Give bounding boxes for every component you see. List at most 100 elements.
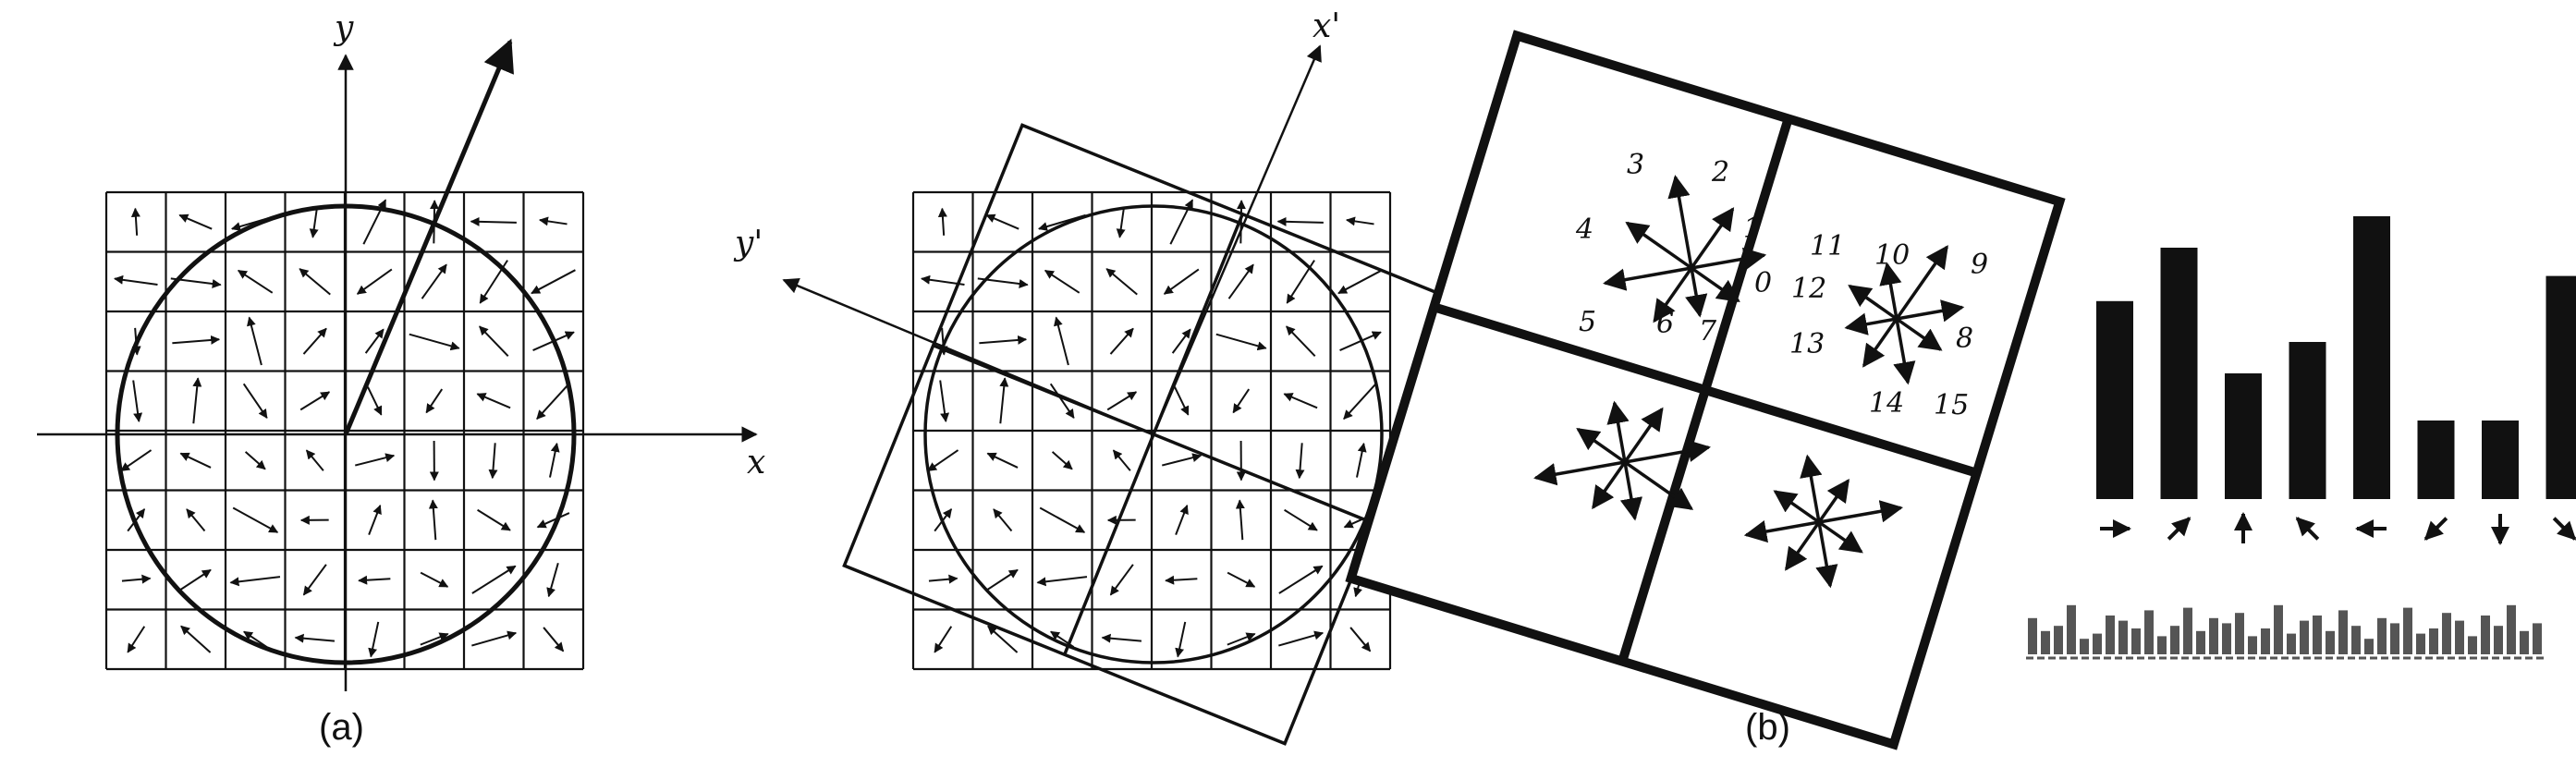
gradient-arrow — [1356, 442, 1367, 478]
gradient-arrow — [425, 388, 444, 414]
gradient-arrow — [302, 327, 327, 355]
gradient-arrow — [1235, 499, 1245, 541]
gradient-arrow — [1286, 325, 1316, 358]
strip-bar — [2533, 623, 2542, 654]
gradient-arrow — [356, 268, 393, 295]
strip-bar — [2313, 616, 2322, 654]
gradient-arrow — [536, 382, 571, 421]
bin-label-8: 8 — [1956, 323, 1973, 355]
gradient-arrow — [979, 335, 1028, 345]
gradient-arrow — [1044, 269, 1080, 294]
strip-bar — [2170, 626, 2179, 654]
strip-bar — [2326, 630, 2335, 654]
gradient-arrow — [477, 508, 511, 531]
gradient-arrow — [114, 274, 158, 286]
strip-bar — [2520, 630, 2529, 654]
gradient-arrow — [232, 506, 279, 533]
grid-right — [911, 190, 1392, 671]
histogram-bar — [2482, 421, 2519, 499]
gradient-arrow — [186, 508, 206, 532]
gradient-arrow — [1054, 316, 1069, 366]
orientation-star-cell-1 — [1603, 175, 1767, 323]
orientation-arrow — [1667, 175, 1693, 269]
axis-x-label: x — [747, 444, 765, 482]
orientation-arrow — [1576, 428, 1627, 464]
gradient-arrow — [302, 564, 327, 596]
orientation-arrow — [1815, 521, 1838, 589]
direction-arrow-icon — [2167, 517, 2191, 541]
rotated-axis-x-label: x' — [1312, 7, 1340, 45]
orientation-arrow — [1606, 400, 1630, 463]
orientation-arrow — [1690, 207, 1735, 270]
gradient-arrow — [1105, 268, 1138, 296]
orientation-star-cell-4 — [1743, 454, 1904, 589]
gradient-arrow — [1162, 453, 1203, 467]
strip-bar — [2481, 616, 2490, 654]
gradient-arrow — [179, 568, 212, 591]
direction-arrow-icon — [2423, 517, 2448, 541]
gradient-arrow — [1349, 627, 1372, 652]
gradient-arrow — [470, 216, 517, 226]
orientation-arrow — [1653, 266, 1693, 323]
gradient-arrow — [1284, 508, 1318, 531]
strip-bar — [2416, 633, 2425, 654]
strip-bar — [2507, 604, 2516, 654]
gradient-arrow — [1278, 630, 1325, 647]
strip-bar — [2196, 630, 2205, 654]
orientation-arrow — [1895, 317, 1943, 351]
orientation-arrow — [1619, 461, 1643, 521]
strip-bar — [2093, 633, 2102, 654]
gradient-arrow — [1112, 449, 1131, 471]
gradient-arrow — [355, 453, 396, 467]
orientation-arrow — [1691, 247, 1767, 271]
strip-bar — [2028, 617, 2037, 654]
gradient-arrow — [180, 625, 212, 653]
gradient-arrow — [237, 269, 274, 294]
orientation-arrow — [1624, 439, 1712, 464]
gradient-arrow — [367, 386, 383, 416]
gradient-arrow — [1345, 216, 1374, 226]
gradient-arrow — [928, 574, 958, 584]
strip-bar — [2067, 604, 2076, 654]
gradient-arrow — [1295, 443, 1305, 480]
gradient-arrow — [1175, 504, 1189, 535]
gradient-arrow — [546, 562, 559, 598]
gradient-arrow — [229, 576, 281, 587]
histogram-direction-icons — [2100, 512, 2576, 545]
bin-labels-cell-1: 0 1 2 3 4 5 6 7 — [1575, 149, 1772, 347]
strip-bar — [2157, 636, 2167, 654]
orientation-arrow — [1743, 519, 1820, 543]
histogram-bar — [2353, 216, 2390, 499]
direction-arrow-icon — [2552, 517, 2576, 541]
bin-label-1: 1 — [1743, 213, 1761, 245]
orientation-arrow — [1603, 266, 1692, 291]
gradient-arrow — [531, 269, 576, 295]
gradient-arrow — [1283, 393, 1318, 409]
bin-label-0: 0 — [1754, 267, 1772, 299]
gradient-arrow — [172, 335, 221, 345]
gradient-arrow — [358, 575, 391, 585]
strip-bar — [2287, 633, 2296, 654]
gradient-arrow — [1171, 328, 1191, 354]
gradient-arrow — [993, 508, 1013, 532]
gradient-arrow — [1109, 564, 1134, 596]
gradient-arrow — [985, 213, 1019, 230]
gradient-arrow — [309, 206, 319, 238]
strip-bar — [2351, 626, 2361, 654]
gradient-arrow — [299, 268, 331, 296]
gradient-arrow — [179, 452, 212, 469]
histogram-bar — [2545, 275, 2576, 499]
gradient-arrow — [368, 621, 380, 658]
strip-bar — [2338, 610, 2348, 654]
strip-bar — [2364, 639, 2374, 654]
gradient-arrow — [986, 568, 1019, 591]
gradient-arrow — [937, 207, 947, 236]
gradient-arrow — [130, 207, 140, 236]
gradient-arrow — [132, 380, 143, 422]
gradient-arrows-right — [921, 199, 1383, 658]
orientation-arrow — [1893, 318, 1916, 385]
strip-bar — [2131, 628, 2141, 654]
bin-label-11: 11 — [1810, 230, 1845, 262]
gradient-arrow — [428, 499, 438, 541]
gradient-arrow — [471, 630, 518, 647]
